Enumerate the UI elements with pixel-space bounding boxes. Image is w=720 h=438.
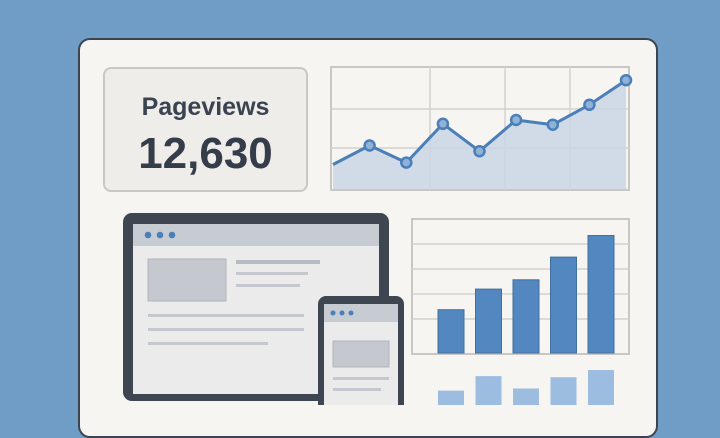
pageviews-label: Pageviews [141,93,270,121]
line-point [473,144,486,158]
pageviews-value: 12,630 [138,129,273,178]
line-point [619,73,633,87]
image-placeholder [147,258,227,302]
mobile-phone-icon [318,296,404,405]
bar [588,370,614,405]
text-line [236,284,300,287]
line-chart-points [363,73,633,169]
browser-titlebar [133,224,379,246]
window-dot-icon [348,310,354,316]
line-chart-area [333,80,626,189]
bar [513,388,539,405]
bar [512,279,540,354]
window-dot-icon [330,310,336,316]
bar [437,309,465,354]
text-line [148,314,304,317]
dashboard-illustration [123,66,633,405]
bar [550,256,577,354]
line-point [546,118,560,131]
bar [438,390,464,405]
line-chart [330,66,633,191]
phone-titlebar [324,304,398,322]
text-line [236,272,308,275]
line-point [583,98,596,112]
phone-text-line [333,388,381,391]
window-dot-icon [144,231,152,239]
line-point [436,117,450,131]
phone-image-placeholder [332,340,390,368]
window-dot-icon [339,310,345,316]
pageviews-card: Pageviews 12,630 [103,67,308,192]
bar [550,377,577,405]
text-line [148,328,304,331]
phone-text-line [333,377,389,380]
text-line [148,342,268,345]
bar [475,376,502,405]
line-point [363,139,376,152]
bar-chart [411,218,630,355]
line-point [400,156,413,169]
text-line [236,260,320,264]
window-dot-icon [168,231,176,239]
bar [587,235,615,354]
bar [475,288,502,354]
line-point [509,113,523,127]
window-dot-icon [156,231,164,239]
bar-chart-bars [437,235,615,354]
lower-bar-chart [438,370,614,405]
